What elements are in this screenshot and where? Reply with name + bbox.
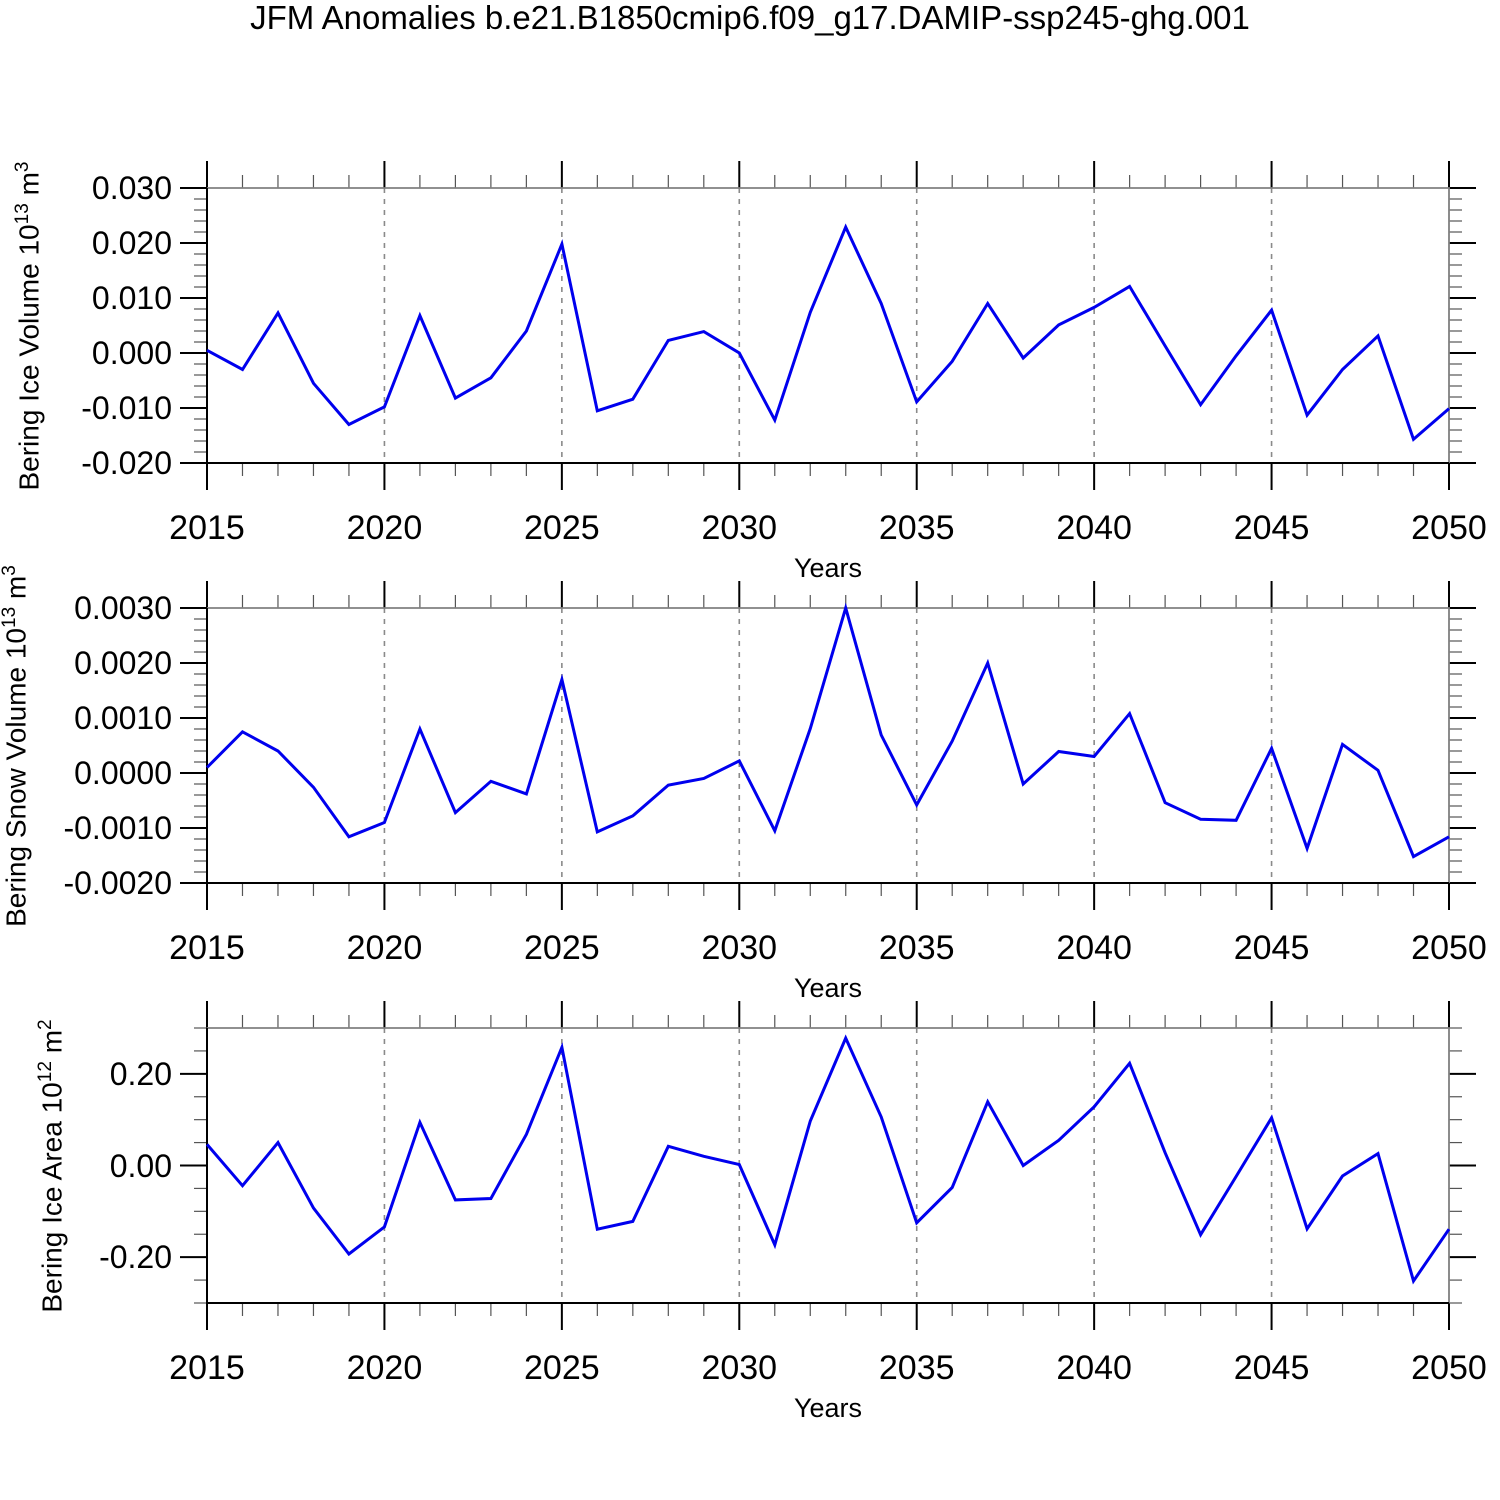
x-tick-label: 2035 bbox=[878, 929, 955, 967]
x-tick-label: 2035 bbox=[878, 509, 955, 547]
chart-line bbox=[206, 223, 1450, 442]
y-tick-label: 0.0020 bbox=[74, 645, 172, 681]
y-tick-label: -0.0010 bbox=[63, 810, 172, 846]
chart-line bbox=[205, 602, 1450, 859]
x-tick-label: 2020 bbox=[346, 1349, 423, 1387]
chart-line bbox=[205, 1034, 1451, 1285]
x-tick-label: 2035 bbox=[878, 1349, 955, 1387]
ice-area-x-axis-title: Years bbox=[793, 1393, 863, 1423]
x-tick-label: 2050 bbox=[1411, 929, 1487, 967]
y-tick-label: 0.20 bbox=[109, 1055, 172, 1092]
ice-volume-plot-canvas bbox=[180, 161, 1476, 490]
y-tick-label: 0.000 bbox=[91, 335, 172, 371]
y-axis-title-text: Bering Ice Area 10 bbox=[36, 1081, 68, 1313]
x-tick-label: 2015 bbox=[169, 1349, 245, 1387]
x-tick-label: 2020 bbox=[346, 929, 423, 967]
x-tick-label: 2040 bbox=[1056, 929, 1132, 967]
x-tick-label: 2040 bbox=[1056, 1349, 1132, 1387]
y-tick-label: 0.00 bbox=[109, 1147, 172, 1184]
plot-frame-top-right bbox=[207, 1027, 1450, 1303]
ice-volume-x-axis-title: Years bbox=[793, 553, 863, 583]
ice-area-plot-canvas bbox=[180, 1001, 1476, 1330]
y-axis-title-unit-exponent: 3 bbox=[0, 564, 20, 576]
x-tick-label: 2045 bbox=[1233, 509, 1310, 547]
plot-frame-bottom-left bbox=[206, 608, 1449, 884]
snow-volume-x-axis-title: Years bbox=[793, 973, 863, 1003]
plot-frame-top-right bbox=[207, 187, 1450, 463]
y-axis-title-unit-exponent: 2 bbox=[35, 1018, 56, 1030]
plot-frame-bottom-left bbox=[206, 188, 1449, 464]
x-tick-label: 2045 bbox=[1233, 1349, 1310, 1387]
y-tick-label: -0.020 bbox=[81, 445, 172, 481]
snow-volume-plot-canvas bbox=[180, 581, 1476, 910]
x-tick-label: 2015 bbox=[169, 509, 245, 547]
x-tick-label: 2030 bbox=[701, 929, 778, 967]
y-tick-label: -0.010 bbox=[81, 390, 172, 426]
x-tick-label: 2045 bbox=[1233, 929, 1310, 967]
x-tick-label: 2030 bbox=[701, 509, 778, 547]
y-tick-label: 0.0030 bbox=[74, 590, 172, 626]
y-tick-label: 0.030 bbox=[91, 170, 172, 206]
x-tick-label: 2030 bbox=[701, 1349, 778, 1387]
y-tick-label: 0.020 bbox=[91, 225, 172, 261]
x-tick-label: 2050 bbox=[1411, 509, 1487, 547]
y-tick-label: 0.0010 bbox=[74, 700, 172, 736]
x-tick-label: 2025 bbox=[524, 929, 600, 967]
x-tick-label: 2015 bbox=[169, 929, 245, 967]
page-title: JFM Anomalies b.e21.B1850cmip6.f09_g17.D… bbox=[250, 0, 1250, 36]
x-tick-label: 2025 bbox=[524, 1349, 600, 1387]
plot-frame-bottom-left bbox=[206, 1028, 1449, 1304]
plot-frame-top-right bbox=[207, 607, 1450, 883]
y-tick-label: 0.010 bbox=[91, 280, 172, 316]
x-tick-label: 2040 bbox=[1056, 509, 1132, 547]
x-tick-label: 2020 bbox=[346, 509, 423, 547]
x-tick-label: 2025 bbox=[524, 509, 600, 547]
y-tick-label: -0.0020 bbox=[63, 865, 172, 901]
y-tick-label: 0.0000 bbox=[74, 755, 172, 791]
x-tick-label: 2050 bbox=[1411, 1349, 1487, 1387]
y-tick-label: -0.20 bbox=[99, 1239, 172, 1276]
